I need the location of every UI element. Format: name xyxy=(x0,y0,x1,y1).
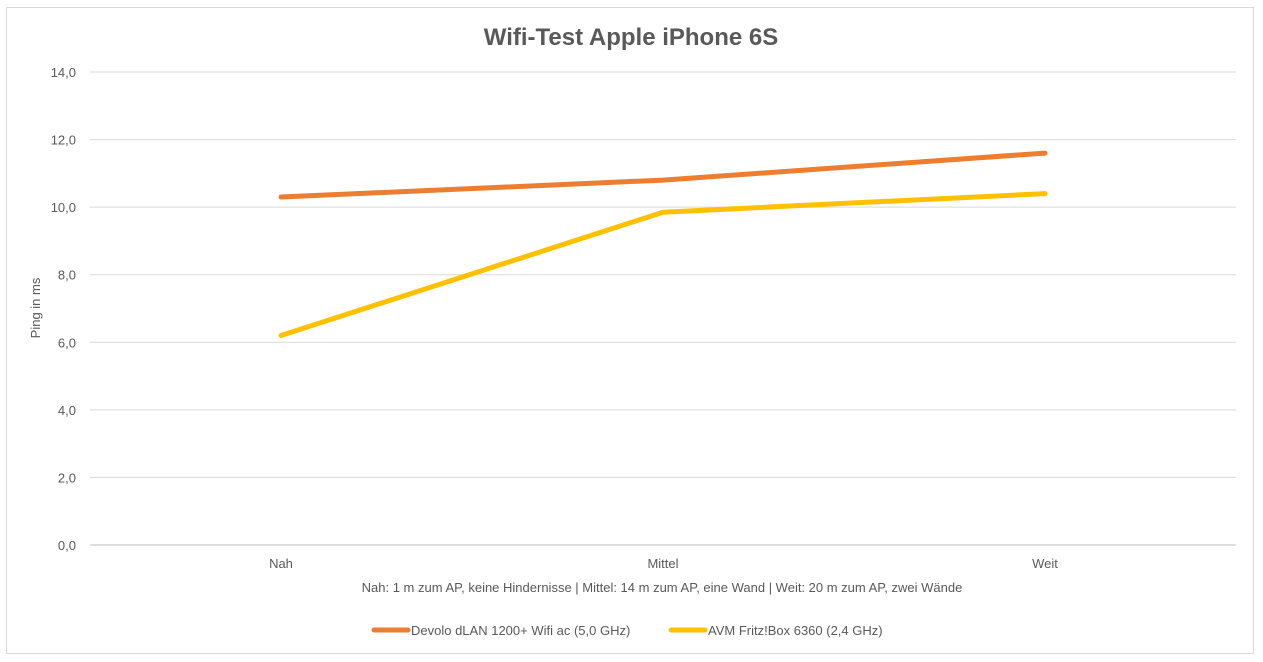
y-tick-label: 8,0 xyxy=(58,268,76,283)
legend-label: AVM Fritz!Box 6360 (2,4 GHz) xyxy=(708,623,883,638)
gridlines xyxy=(90,71,1236,546)
series-line-2 xyxy=(278,191,1048,339)
x-tick-label: Nah xyxy=(269,556,293,571)
legend-label: Devolo dLAN 1200+ Wifi ac (5,0 GHz) xyxy=(411,623,630,638)
y-tick-label: 14,0 xyxy=(51,65,76,80)
y-tick-label: 4,0 xyxy=(58,403,76,418)
y-axis-label: Ping in ms xyxy=(28,277,43,338)
chart-title: Wifi-Test Apple iPhone 6S xyxy=(484,24,778,51)
y-tick-label: 2,0 xyxy=(58,470,76,485)
y-tick-label: 12,0 xyxy=(51,133,76,148)
x-tick-label: Mittel xyxy=(647,556,678,571)
series-line-1 xyxy=(278,150,1048,200)
y-tick-label: 10,0 xyxy=(51,200,76,215)
series-lines xyxy=(278,150,1048,339)
x-tick-label: Weit xyxy=(1032,556,1058,571)
x-axis-label: Nah: 1 m zum AP, keine Hindernisse | Mit… xyxy=(362,580,963,595)
y-tick-label: 6,0 xyxy=(58,335,76,350)
chart-frame xyxy=(6,7,1254,654)
y-axis-ticks: 0,0 2,0 4,0 6,0 8,0 10,0 12,0 14,0 xyxy=(51,65,76,553)
y-tick-label: 0,0 xyxy=(58,538,76,553)
x-axis-ticks: Nah Mittel Weit xyxy=(269,556,1058,571)
legend: Devolo dLAN 1200+ Wifi ac (5,0 GHz) AVM F… xyxy=(371,623,883,638)
